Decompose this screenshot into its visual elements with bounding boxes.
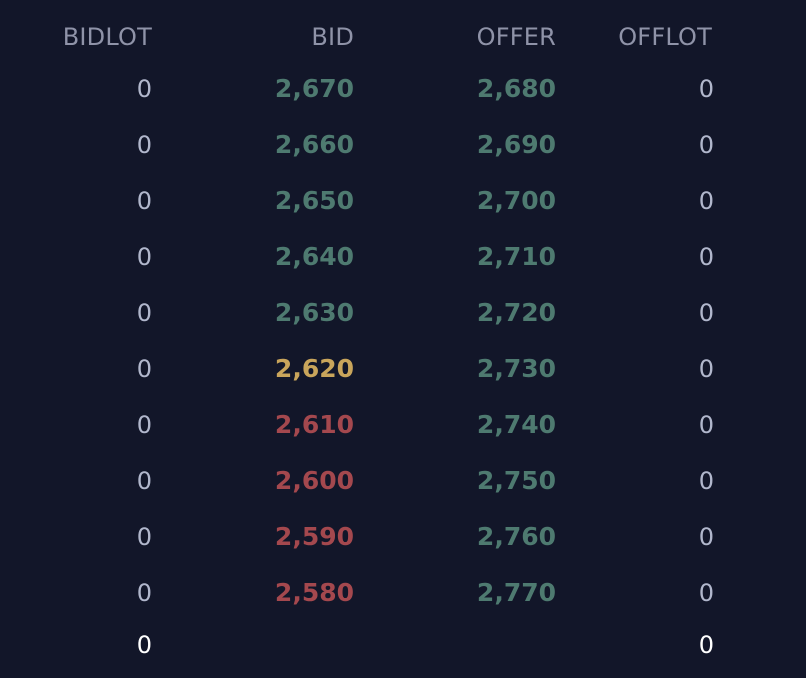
- row-offer-price[interactable]: 2,720: [476, 298, 556, 327]
- row-bid-price[interactable]: 2,600: [274, 466, 354, 495]
- row-offer-price[interactable]: 2,710: [476, 242, 556, 271]
- row-offer-price[interactable]: 2,750: [476, 466, 556, 495]
- row-bidlot: 0: [136, 243, 152, 271]
- row-bidlot: 0: [136, 579, 152, 607]
- row-offer-price[interactable]: 2,740: [476, 410, 556, 439]
- row-bid-price[interactable]: 2,590: [274, 522, 354, 551]
- row-offer-price[interactable]: 2,730: [476, 354, 556, 383]
- row-bidlot: 0: [136, 187, 152, 215]
- row-bidlot: 0: [136, 411, 152, 439]
- row-offlot: 0: [698, 187, 714, 215]
- row-bid-price[interactable]: 2,630: [274, 298, 354, 327]
- row-bid-price[interactable]: 2,620: [274, 354, 354, 383]
- row-offlot: 0: [698, 243, 714, 271]
- row-bidlot: 0: [136, 131, 152, 159]
- row-bid-price[interactable]: 2,660: [274, 130, 354, 159]
- total-offlot: 0: [698, 631, 714, 659]
- header-offlot: OFFLOT: [618, 23, 712, 51]
- row-bid-price[interactable]: 2,670: [274, 74, 354, 103]
- row-bidlot: 0: [136, 299, 152, 327]
- row-bidlot: 0: [136, 355, 152, 383]
- header-offer: OFFER: [476, 23, 556, 51]
- row-offlot: 0: [698, 299, 714, 327]
- header-bidlot: BIDLOT: [62, 23, 152, 51]
- header-bid: BID: [311, 23, 354, 51]
- row-offer-price[interactable]: 2,770: [476, 578, 556, 607]
- row-offlot: 0: [698, 355, 714, 383]
- row-offlot: 0: [698, 523, 714, 551]
- row-offlot: 0: [698, 75, 714, 103]
- row-bid-price[interactable]: 2,610: [274, 410, 354, 439]
- row-offlot: 0: [698, 131, 714, 159]
- row-bid-price[interactable]: 2,580: [274, 578, 354, 607]
- row-offlot: 0: [698, 411, 714, 439]
- row-bid-price[interactable]: 2,650: [274, 186, 354, 215]
- total-bidlot: 0: [136, 631, 152, 659]
- row-bid-price[interactable]: 2,640: [274, 242, 354, 271]
- row-offer-price[interactable]: 2,700: [476, 186, 556, 215]
- row-bidlot: 0: [136, 523, 152, 551]
- row-bidlot: 0: [136, 75, 152, 103]
- row-bidlot: 0: [136, 467, 152, 495]
- row-offer-price[interactable]: 2,760: [476, 522, 556, 551]
- row-offer-price[interactable]: 2,690: [476, 130, 556, 159]
- row-offlot: 0: [698, 579, 714, 607]
- row-offer-price[interactable]: 2,680: [476, 74, 556, 103]
- row-offlot: 0: [698, 467, 714, 495]
